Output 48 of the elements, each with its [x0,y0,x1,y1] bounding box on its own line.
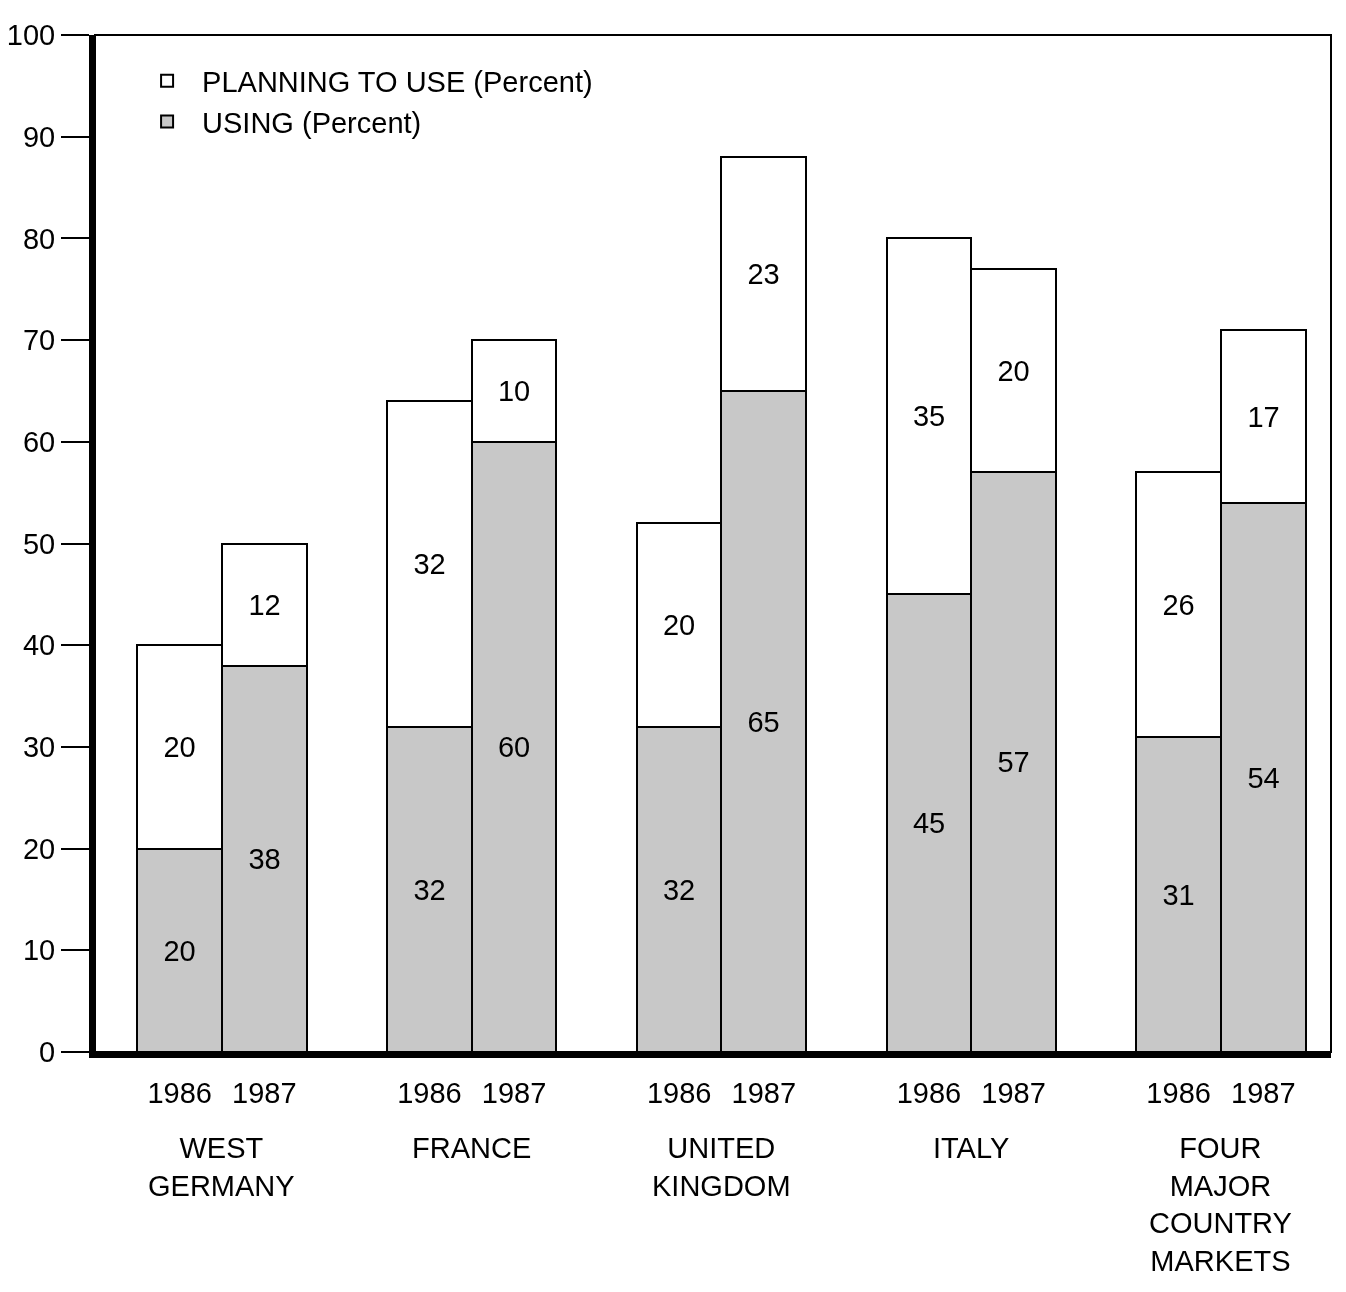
data-label: 32 [413,873,446,906]
data-label: 32 [413,548,446,580]
y-tick-label: 10 [22,934,56,967]
y-tick-label: 70 [22,324,56,357]
data-label: 31 [1162,878,1195,911]
x-tick-label: 1987 [232,1076,297,1109]
x-tick-label: 1987 [731,1076,797,1109]
data-label: 54 [1247,761,1280,794]
text: WEST GERMANY [148,1132,295,1202]
data-label: 12 [248,589,281,621]
y-tick-label: 50 [22,527,56,560]
text: FOUR MAJOR COUNTRY MARKETS [1149,1132,1292,1278]
x-tick-label: 1987 [981,1076,1046,1109]
data-label: 10 [497,375,531,407]
x-tick-label: 1986 [397,1076,462,1109]
x-tick-label: 1986 [147,1076,212,1109]
data-label: 17 [1247,400,1280,433]
x-tick-label: 1986 [646,1076,712,1109]
data-label: 20 [163,934,196,967]
y-tick-label: 80 [22,222,56,255]
y-tick-label: 100 [6,19,56,52]
text: ITALY [933,1132,1010,1164]
x-tick-label: 1987 [1231,1076,1296,1109]
data-label: 57 [997,746,1030,778]
y-tick-label: 90 [22,120,56,153]
data-label: 35 [912,400,946,432]
y-tick-label: 40 [22,629,56,662]
text: UNITED KINGDOM [652,1132,791,1202]
data-label: 65 [747,705,780,738]
text: FRANCE [412,1132,532,1164]
data-label: 32 [662,873,696,906]
y-tick-label: 0 [39,1036,56,1069]
data-label: 38 [248,843,281,875]
legend-label: USING (Percent) [202,106,422,139]
x-tick-label: 1987 [481,1076,547,1109]
legend-label: PLANNING TO USE (Percent) [202,66,593,98]
y-tick-label: 30 [22,731,56,764]
data-label: 45 [912,807,946,839]
data-label: 26 [1162,588,1195,621]
data-label: 20 [163,731,196,763]
data-label: 60 [497,731,531,763]
data-label: 20 [997,354,1030,387]
y-tick-label: 60 [22,425,56,458]
y-tick-label: 20 [22,832,56,865]
x-tick-label: 1986 [896,1076,962,1109]
data-label: 23 [747,258,780,290]
x-tick-label: 1986 [1146,1076,1211,1109]
data-label: 20 [662,609,696,641]
